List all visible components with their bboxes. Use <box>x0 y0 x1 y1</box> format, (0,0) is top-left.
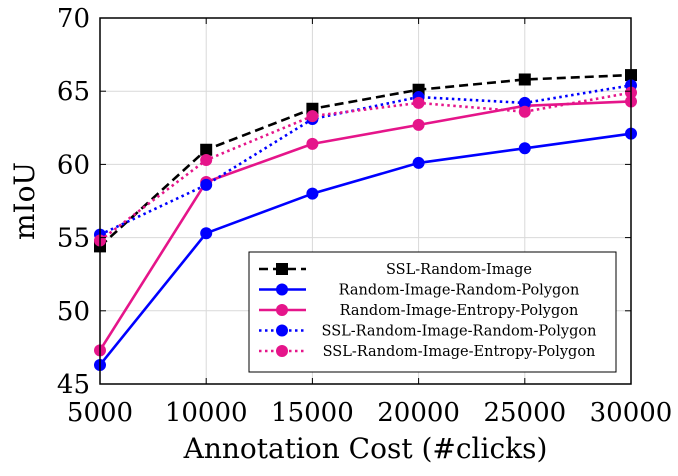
data-point <box>306 187 319 200</box>
x-tick-label: 30000 <box>590 398 673 428</box>
data-point <box>518 96 531 109</box>
data-point <box>200 154 213 167</box>
y-tick-label: 55 <box>57 224 90 254</box>
data-point <box>306 110 319 123</box>
legend-item: SSL-Random-Image-Entropy-Polygon <box>259 344 595 360</box>
legend-marker <box>276 345 288 357</box>
data-point <box>412 118 425 131</box>
y-tick-label: 70 <box>57 4 90 34</box>
legend-label: SSL-Random-Image-Random-Polygon <box>322 324 597 340</box>
x-axis-title: Annotation Cost (#clicks) <box>183 432 548 465</box>
legend-marker <box>276 324 288 337</box>
plot-frame <box>99 17 632 385</box>
legend-label: Random-Image-Random-Polygon <box>339 283 580 299</box>
series-line <box>99 84 632 236</box>
data-point <box>518 73 531 86</box>
legend: SSL-Random-Image Random-Image-Random-Poly… <box>248 251 617 373</box>
y-tick-label: 45 <box>57 370 90 400</box>
series-line <box>99 91 632 242</box>
legend-box <box>248 251 617 373</box>
data-point <box>200 178 213 191</box>
legend-item: SSL-Random-Image <box>259 262 532 278</box>
data-point <box>518 142 531 155</box>
x-tick-label: 10000 <box>165 398 248 428</box>
x-tick-label: 20000 <box>377 398 460 428</box>
data-point <box>412 96 425 109</box>
data-point <box>306 137 319 150</box>
y-tick-label: 65 <box>57 77 90 107</box>
y-tick-label: 50 <box>57 297 90 327</box>
legend-marker <box>276 283 288 296</box>
legend-label: Random-Image-Entropy-Polygon <box>340 303 579 319</box>
legend-marker <box>276 263 288 275</box>
series-line <box>98 132 632 366</box>
y-axis-title: mIoU <box>8 162 41 240</box>
legend-label: SSL-Random-Image-Entropy-Polygon <box>323 344 596 360</box>
x-tick-label: 5000 <box>67 398 133 428</box>
series-5 <box>94 86 637 247</box>
legend-item: SSL-Random-Image-Random-Polygon <box>259 324 596 340</box>
data-point <box>412 156 425 169</box>
data-point <box>200 227 213 240</box>
series-line <box>98 100 632 352</box>
legend-item: Random-Image-Random-Polygon <box>259 283 579 299</box>
data-point <box>200 143 213 156</box>
axis-ticks: 5000 10000 15000 20000 25000 30000 45 50 55 60 65 7… <box>57 4 672 428</box>
y-tick-label: 60 <box>57 150 90 180</box>
series-2 <box>94 127 637 371</box>
data-point <box>518 105 531 118</box>
legend-marker <box>276 304 288 316</box>
x-tick-label: 25000 <box>483 398 566 428</box>
series-layer <box>94 69 637 371</box>
legend-item: Random-Image-Entropy-Polygon <box>259 303 578 319</box>
legend-label: SSL-Random-Image <box>386 262 532 278</box>
x-tick-label: 15000 <box>271 398 354 428</box>
series-line <box>99 73 632 248</box>
